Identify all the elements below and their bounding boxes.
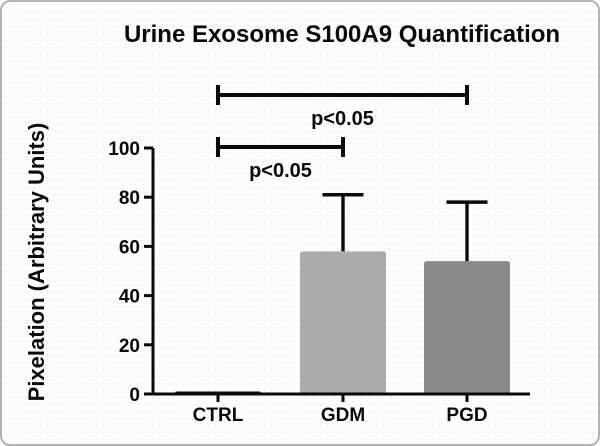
significance-label: p<0.05 bbox=[311, 108, 374, 130]
x-category-label: GDM bbox=[321, 405, 365, 426]
y-tick-label: 20 bbox=[119, 336, 140, 357]
significance-label: p<0.05 bbox=[249, 160, 312, 182]
y-tick-label: 80 bbox=[119, 188, 140, 209]
bar-gdm bbox=[300, 251, 386, 395]
y-tick-label: 0 bbox=[129, 385, 140, 406]
y-tick-label: 60 bbox=[119, 237, 140, 258]
y-tick-label: 100 bbox=[108, 139, 140, 160]
x-category-label: CTRL bbox=[193, 405, 244, 426]
x-category-label: PGD bbox=[446, 405, 487, 426]
y-tick-label: 40 bbox=[119, 287, 140, 308]
chart-title: Urine Exosome S100A9 Quantification bbox=[123, 21, 561, 48]
bar-pgd bbox=[424, 261, 510, 395]
